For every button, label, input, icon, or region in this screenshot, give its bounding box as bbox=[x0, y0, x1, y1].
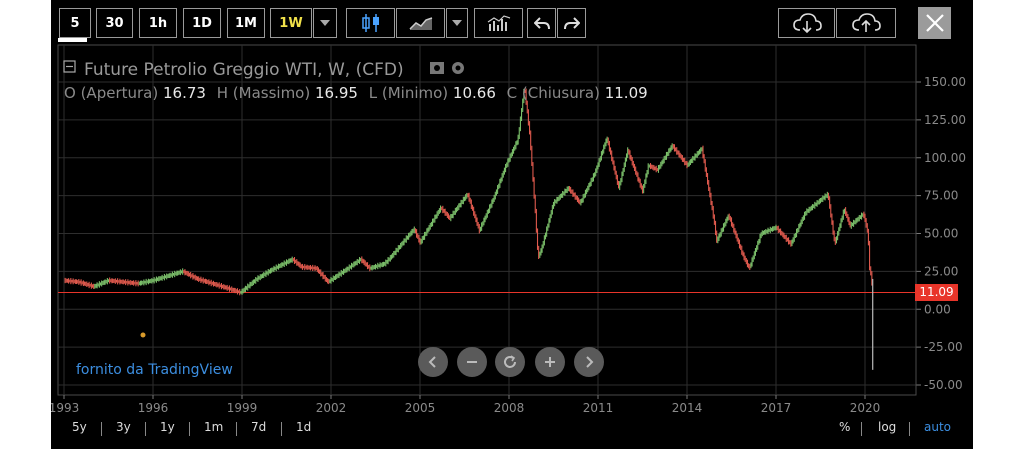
y-tick-label: 50.00 bbox=[924, 227, 958, 241]
minus-icon bbox=[467, 361, 477, 363]
y-tick-label: -50.00 bbox=[924, 378, 963, 392]
zoom-in-button[interactable] bbox=[535, 347, 565, 377]
percent-scale-button[interactable]: % bbox=[839, 420, 851, 434]
plus-icon bbox=[545, 357, 555, 367]
y-tick-label: 75.00 bbox=[924, 189, 958, 203]
y-tick-label: 150.00 bbox=[924, 75, 966, 89]
range-1m-button[interactable]: 1m bbox=[204, 420, 224, 434]
ohlc-legend: O (Apertura) 16.73 H (Massimo) 16.95 L (… bbox=[64, 84, 648, 102]
interval-label: 5 bbox=[70, 15, 80, 31]
scale-separator bbox=[861, 422, 862, 436]
interval-30-button[interactable]: 30 bbox=[96, 8, 133, 38]
load-chart-button[interactable] bbox=[778, 8, 835, 38]
event-marker[interactable] bbox=[140, 332, 146, 338]
ohlc-label-close: C (Chiusura) bbox=[506, 84, 600, 102]
indicators-button[interactable] bbox=[474, 8, 523, 38]
range-1d-button[interactable]: 1d bbox=[296, 420, 312, 434]
interval-label: 1W bbox=[279, 15, 303, 31]
y-tick-label: 0.00 bbox=[924, 302, 951, 316]
interval-dropdown-button[interactable] bbox=[313, 8, 337, 38]
ohlc-value-high: 16.95 bbox=[315, 84, 358, 102]
x-tick-label: 2008 bbox=[494, 401, 525, 415]
ohlc-label-high: H (Massimo) bbox=[216, 84, 311, 102]
interval-1h-button[interactable]: 1h bbox=[139, 8, 177, 38]
x-tick-label: 2005 bbox=[405, 401, 436, 415]
y-tick-label: -25.00 bbox=[924, 340, 963, 354]
legend-collapse-icon[interactable] bbox=[63, 60, 76, 73]
y-tick-label: 25.00 bbox=[924, 264, 958, 278]
interval-1m-button[interactable]: 1M bbox=[227, 8, 265, 38]
x-tick-label: 2002 bbox=[316, 401, 347, 415]
close-icon bbox=[925, 14, 944, 32]
price-chart[interactable]: 150.00 125.00 100.00 75.00 50.00 25.00 0.00 -25… bbox=[51, 0, 973, 449]
ohlc-label-low: L (Minimo) bbox=[368, 84, 449, 102]
interval-label: 30 bbox=[105, 15, 124, 31]
chevron-left-icon bbox=[428, 356, 436, 368]
scroll-right-button[interactable] bbox=[574, 347, 604, 377]
chart-style-dropdown-button[interactable] bbox=[446, 8, 468, 38]
cloud-upload-icon bbox=[852, 13, 881, 32]
range-separator bbox=[145, 422, 146, 436]
chevron-down-icon bbox=[452, 20, 462, 26]
range-3y-button[interactable]: 3y bbox=[116, 420, 131, 434]
price-series bbox=[64, 88, 874, 370]
indicators-icon bbox=[487, 15, 510, 31]
scale-separator bbox=[909, 422, 910, 436]
ohlc-value-low: 10.66 bbox=[452, 84, 496, 102]
refresh-icon bbox=[504, 355, 516, 368]
interval-label: 1h bbox=[148, 15, 168, 31]
auto-scale-button[interactable]: auto bbox=[924, 420, 952, 434]
last-price-badge: 11.09 bbox=[915, 283, 958, 301]
range-separator bbox=[281, 422, 282, 436]
undo-icon bbox=[533, 17, 550, 30]
chart-grid bbox=[58, 45, 916, 395]
y-tick-label: 100.00 bbox=[924, 151, 966, 165]
interval-5-button[interactable]: 5 bbox=[59, 8, 91, 38]
redo-icon bbox=[563, 17, 580, 30]
area-chart-icon bbox=[408, 17, 432, 30]
undo-button[interactable] bbox=[527, 8, 556, 38]
x-tick-label: 1996 bbox=[138, 401, 169, 415]
range-7d-button[interactable]: 7d bbox=[251, 420, 267, 434]
range-separator bbox=[236, 422, 237, 436]
interval-label: 1M bbox=[235, 15, 257, 31]
log-scale-button[interactable]: log bbox=[878, 420, 897, 434]
close-button[interactable] bbox=[918, 7, 951, 39]
ohlc-label-open: O (Apertura) bbox=[64, 84, 159, 102]
ohlc-value-open: 16.73 bbox=[163, 84, 206, 102]
y-tick-label: 125.00 bbox=[924, 113, 966, 127]
price-axis[interactable]: 150.00 125.00 100.00 75.00 50.00 25.00 0.00 -25… bbox=[916, 75, 966, 392]
chevron-down-icon bbox=[320, 20, 330, 26]
chart-style-candles-button[interactable] bbox=[346, 8, 395, 38]
x-tick-label: 1993 bbox=[51, 401, 79, 415]
candlestick-icon bbox=[361, 14, 379, 32]
x-tick-label: 2014 bbox=[672, 401, 703, 415]
range-separator bbox=[101, 422, 102, 436]
chart-window: 5 30 1h 1D 1M 1W bbox=[51, 0, 973, 449]
reset-chart-button[interactable] bbox=[495, 347, 525, 377]
range-separator bbox=[189, 422, 190, 436]
legend-settings-icon[interactable] bbox=[430, 62, 464, 74]
interval-1d-button[interactable]: 1D bbox=[183, 8, 221, 38]
x-tick-label: 2017 bbox=[761, 401, 792, 415]
chart-style-area-button[interactable] bbox=[396, 8, 445, 38]
scroll-left-button[interactable] bbox=[418, 347, 448, 377]
interval-label: 1D bbox=[192, 15, 212, 31]
x-tick-label: 1999 bbox=[227, 401, 258, 415]
ohlc-value-close: 11.09 bbox=[604, 84, 648, 102]
tradingview-credit-link[interactable]: fornito da TradingView bbox=[76, 362, 233, 378]
redo-button[interactable] bbox=[557, 8, 586, 38]
interval-1w-button[interactable]: 1W bbox=[270, 8, 312, 38]
chevron-right-icon bbox=[586, 356, 594, 368]
x-tick-label: 2011 bbox=[583, 401, 614, 415]
x-tick-label: 2020 bbox=[850, 401, 881, 415]
save-chart-button[interactable] bbox=[836, 8, 896, 38]
time-axis[interactable]: 1993 1996 1999 2002 2005 2008 2011 2014 2017 2020 bbox=[51, 395, 880, 415]
zoom-out-button[interactable] bbox=[457, 347, 487, 377]
chart-title: Future Petrolio Greggio WTI, W, (CFD) bbox=[84, 60, 404, 80]
range-1y-button[interactable]: 1y bbox=[160, 420, 175, 434]
cloud-download-icon bbox=[792, 13, 822, 34]
range-5y-button[interactable]: 5y bbox=[72, 420, 87, 434]
